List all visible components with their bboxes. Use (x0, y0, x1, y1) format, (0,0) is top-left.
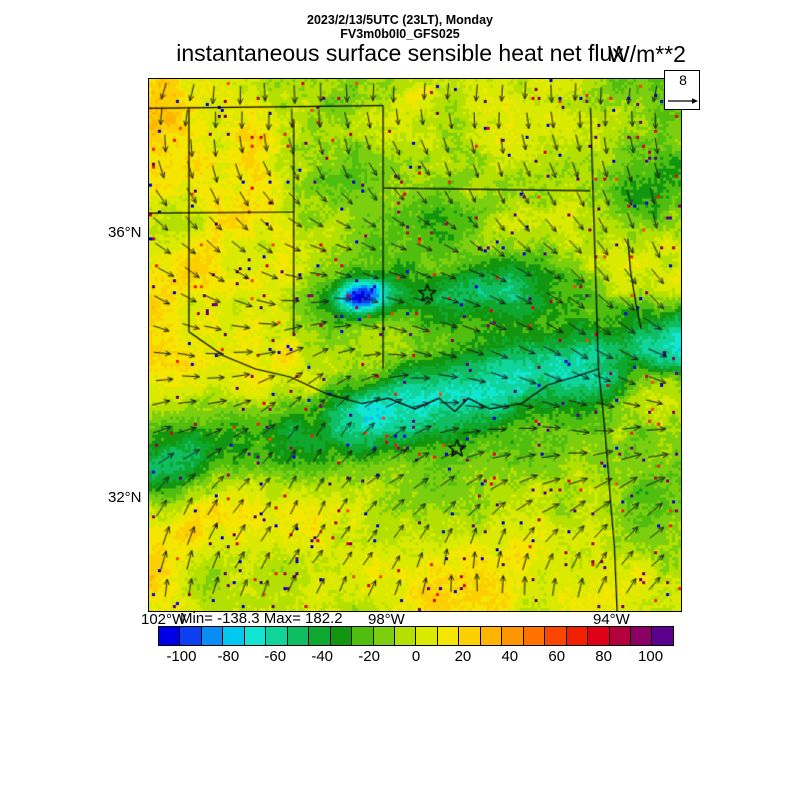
colorbar-tick-label: -80 (217, 648, 240, 665)
colorbar-cell (352, 627, 374, 645)
colorbar-cell (287, 627, 310, 645)
colorbar (158, 626, 674, 646)
colorbar-cell (566, 627, 589, 645)
colorbar-tick-label: -40 (311, 648, 334, 665)
colorbar-cell (588, 627, 610, 645)
lon-label-98w: 98°W (368, 611, 405, 628)
colorbar-cell (330, 627, 353, 645)
statistics-minmax: Min= -138.3 Max= 182.2 (180, 610, 343, 627)
colorbar-cell (545, 627, 567, 645)
colorbar-cell (523, 627, 546, 645)
colorbar-cell (630, 627, 653, 645)
colorbar-cell (309, 627, 331, 645)
colorbar-cell (502, 627, 524, 645)
colorbar-cell (459, 627, 481, 645)
colorbar-tick-label: 20 (454, 648, 472, 665)
colorbar-cell (266, 627, 288, 645)
header-model-name: FV3m0b0I0_GFS025 (340, 27, 460, 41)
colorbar-tick-label: -20 (358, 648, 380, 665)
colorbar-cell (244, 627, 267, 645)
colorbar-tick-label: 80 (595, 648, 612, 665)
arrow-right-icon (668, 98, 698, 104)
page-title: instantaneous surface sensible heat net … (176, 40, 624, 66)
colorbar-cell (373, 627, 395, 645)
header-datetime: 2023/2/13/5UTC (23LT), Monday (307, 13, 493, 27)
units-label: W/m**2 (608, 41, 686, 67)
vector-reference-value: 8 (679, 72, 687, 88)
lon-label-102w: 102°W (141, 611, 187, 628)
colorbar-tick-label: -100 (166, 648, 197, 665)
field-heatmap (149, 79, 681, 611)
colorbar-tick-label: 100 (638, 648, 664, 665)
lat-label-32n: 32°N (108, 489, 142, 506)
lat-label-36n: 36°N (108, 224, 142, 241)
colorbar-tick-label: 0 (411, 648, 421, 665)
vector-reference-key: 8 (664, 70, 700, 110)
colorbar-tick-label: 40 (501, 648, 519, 665)
colorbar-tick-label: 60 (548, 648, 566, 665)
colorbar-tick-label: -60 (264, 648, 287, 665)
colorbar-cell (394, 627, 417, 645)
colorbar-cell (223, 627, 245, 645)
colorbar-cell (609, 627, 631, 645)
colorbar-cell (416, 627, 438, 645)
lon-label-94w: 94°W (593, 611, 630, 628)
map-plot-area (148, 78, 682, 612)
colorbar-ticklabels: -100 -80 -60 -40 -20 0 20 40 60 80 100 (158, 648, 674, 668)
colorbar-cell (180, 627, 202, 645)
colorbar-cell (201, 627, 224, 645)
colorbar-cell (480, 627, 503, 645)
colorbar-cell (159, 627, 181, 645)
colorbar-cell (652, 627, 673, 645)
colorbar-cell (437, 627, 460, 645)
